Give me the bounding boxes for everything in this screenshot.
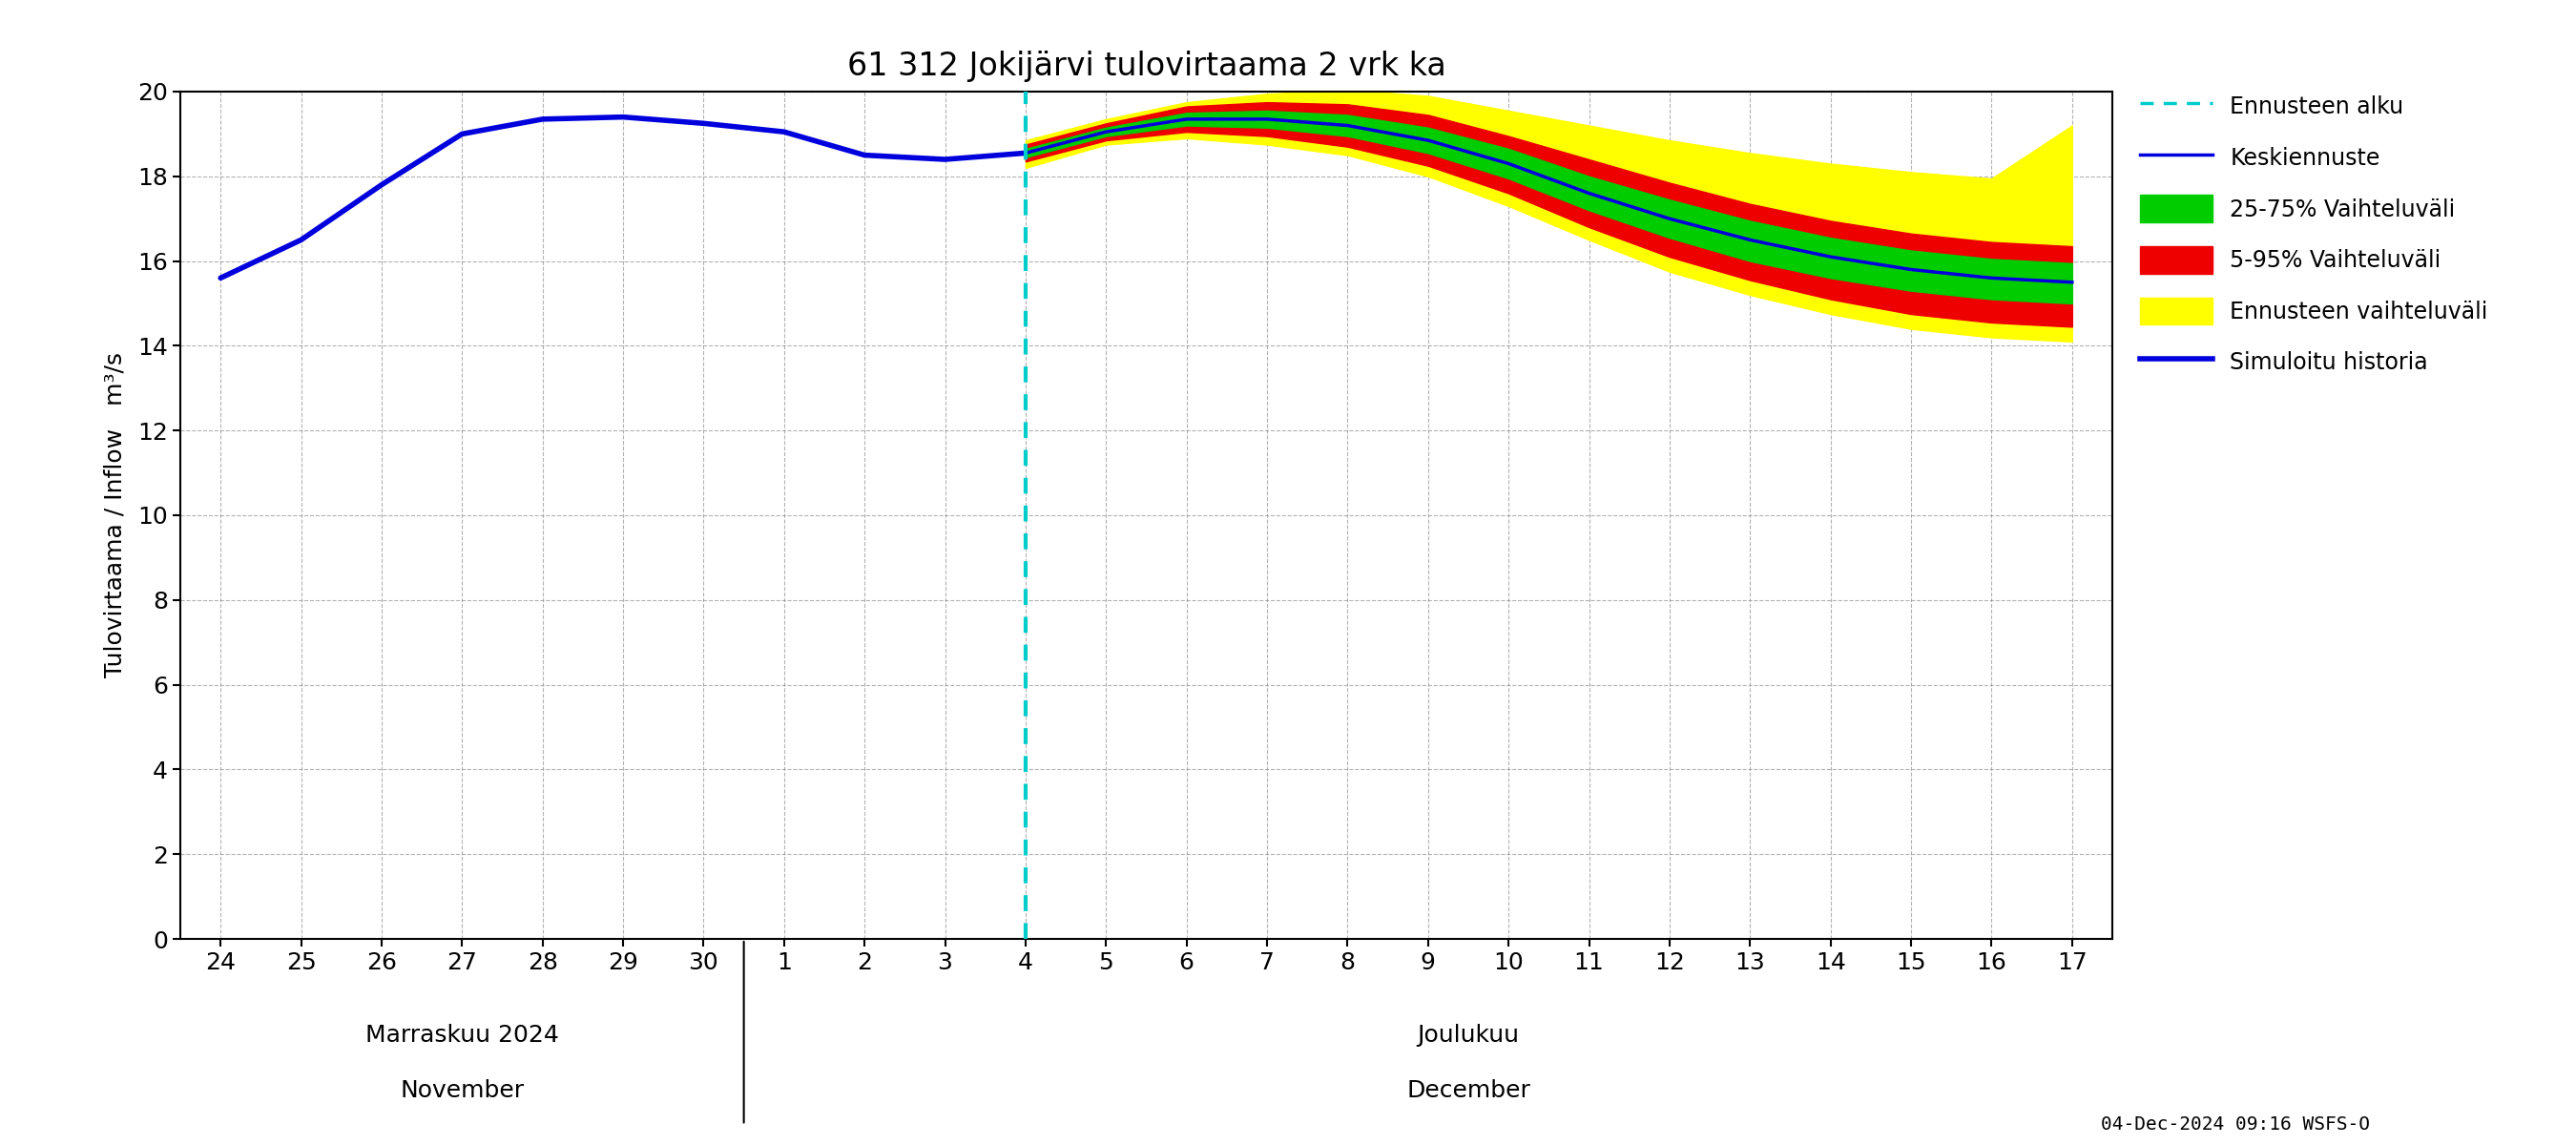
Text: 04-Dec-2024 09:16 WSFS-O: 04-Dec-2024 09:16 WSFS-O: [2102, 1115, 2370, 1134]
Text: Marraskuu 2024: Marraskuu 2024: [366, 1024, 559, 1047]
Title: 61 312 Jokijärvi tulovirtaama 2 vrk ka: 61 312 Jokijärvi tulovirtaama 2 vrk ka: [848, 50, 1445, 82]
Y-axis label: Tulovirtaama / Inflow   m³/s: Tulovirtaama / Inflow m³/s: [103, 353, 126, 678]
Text: November: November: [399, 1079, 523, 1101]
Text: December: December: [1406, 1079, 1530, 1101]
Text: Joulukuu: Joulukuu: [1417, 1024, 1520, 1047]
Legend: Ennusteen alku, Keskiennuste, 25-75% Vaihteluväli, 5-95% Vaihteluväli, Ennusteen: Ennusteen alku, Keskiennuste, 25-75% Vai…: [2133, 86, 2494, 382]
